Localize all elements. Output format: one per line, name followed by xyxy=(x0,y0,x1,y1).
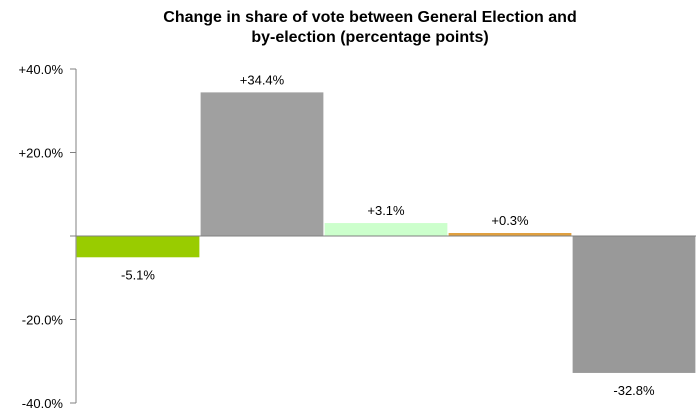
data-label-3: +3.1% xyxy=(367,203,405,218)
bar-3 xyxy=(324,223,448,236)
chart-title-line-1: Change in share of vote between General … xyxy=(163,9,577,26)
bar-1 xyxy=(76,236,200,258)
labels-layer: -5.1% +34.4% +3.1% +0.3% -32.8% xyxy=(121,72,655,398)
y-tick-label-4: -40.0% xyxy=(22,396,64,410)
bars-layer xyxy=(76,92,696,373)
chart-title-line-2: by-election (percentage points) xyxy=(251,29,489,46)
data-label-4: +0.3% xyxy=(491,213,529,228)
data-label-5: -32.8% xyxy=(613,383,655,398)
y-tick-label-2: +20.0% xyxy=(19,146,64,161)
y-tick-label-1: +40.0% xyxy=(19,62,64,77)
data-label-1: -5.1% xyxy=(121,267,155,282)
axis-layer: +40.0% +20.0% -20.0% -40.0% xyxy=(19,62,696,410)
bar-4 xyxy=(448,233,572,236)
chart-title: Change in share of vote between General … xyxy=(0,8,696,48)
y-tick-label-3: -20.0% xyxy=(22,313,64,328)
bar-5 xyxy=(572,236,696,373)
data-label-2: +34.4% xyxy=(240,72,285,87)
bar-2 xyxy=(200,92,324,236)
